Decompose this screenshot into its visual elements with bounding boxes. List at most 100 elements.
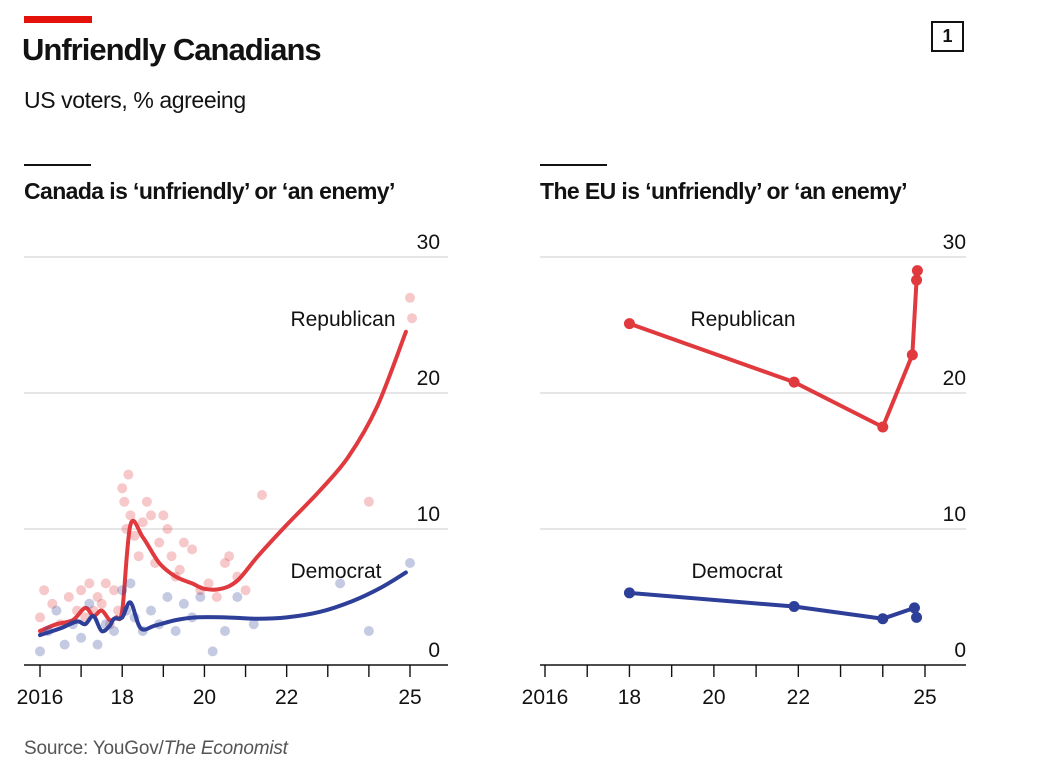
democrat-series-label: Democrat — [691, 560, 782, 583]
republican-poll-point — [224, 551, 235, 562]
chart-title: Unfriendly Canadians — [22, 32, 322, 67]
y-tick-label: 30 — [943, 231, 966, 254]
source-note: Source: YouGov/The Economist — [24, 738, 288, 760]
democrat-line — [629, 590, 919, 621]
y-tick-label: 0 — [428, 639, 440, 662]
republican-poll-point — [129, 530, 140, 541]
republican-poll-point — [141, 496, 152, 507]
republican-poll-point — [84, 578, 95, 589]
republican-poll-point — [187, 544, 198, 555]
x-tick-label: 18 — [618, 686, 641, 709]
republican-poll-point — [154, 537, 165, 548]
democrat-poll-point — [125, 578, 136, 589]
republican-poll-point — [162, 524, 173, 534]
democrat-poll-point — [117, 585, 128, 596]
republican-poll-point — [133, 551, 144, 562]
democrat-point — [788, 601, 800, 613]
democrat-poll-point — [59, 639, 70, 650]
democrat-poll-point — [195, 592, 206, 602]
republican-poll-point — [39, 585, 50, 596]
democrat-series-label: Democrat — [290, 560, 381, 583]
chart-number-badge: 1 — [931, 21, 964, 52]
democrat-poll-point — [232, 592, 243, 602]
republican-poll-point — [137, 517, 148, 528]
republican-poll-point — [174, 564, 185, 575]
republican-trend-line — [38, 329, 408, 633]
democrat-poll-point — [76, 632, 87, 643]
democrat-poll-point — [248, 619, 259, 630]
y-tick-label: 20 — [417, 367, 440, 390]
democrat-poll-point — [363, 626, 374, 636]
republican-poll-point — [166, 551, 177, 562]
brand-accent-bar — [24, 16, 92, 23]
republican-poll-point — [240, 585, 251, 596]
republican-point — [877, 421, 889, 433]
democrat-poll-point — [146, 605, 156, 616]
chart-panel-canada: 0 10 20 30 2016 18 20 22 25 Republican Democrat — [17, 231, 448, 709]
republican-poll-point — [47, 598, 58, 609]
democrat-poll-point — [335, 578, 346, 589]
panel-rule-eu — [540, 164, 607, 166]
republican-poll-point — [178, 537, 189, 548]
x-tick-label: 18 — [111, 686, 134, 709]
republican-poll-point — [158, 510, 169, 521]
republican-poll-point — [405, 292, 415, 303]
democrat-poll-point — [92, 639, 103, 650]
democrat-poll-point — [405, 558, 415, 568]
y-tick-label: 10 — [943, 503, 966, 526]
republican-poll-point — [146, 510, 156, 521]
republican-poll-point — [203, 578, 214, 589]
democrat-poll-point — [170, 626, 181, 636]
democrat-poll-point — [207, 646, 218, 657]
republican-poll-point — [117, 483, 128, 494]
chart-subtitle: US voters, % agreeing — [24, 87, 246, 113]
chart-panel-eu: 0 10 20 30 2016 18 20 22 25 Republican Democrat — [522, 231, 966, 709]
democrat-poll-point — [84, 598, 95, 609]
republican-poll-point — [257, 490, 267, 500]
republican-poll-point — [125, 510, 136, 521]
republican-series-label: Republican — [690, 308, 795, 331]
republican-poll-point — [109, 585, 119, 596]
republican-poll-point — [96, 598, 107, 609]
democrat-poll-point — [51, 605, 62, 616]
democrat-poll-point — [109, 626, 119, 636]
republican-poll-point — [92, 592, 103, 602]
x-tick-label: 20 — [702, 686, 725, 709]
y-tick-label: 10 — [417, 503, 440, 526]
x-tick-label: 2016 — [17, 686, 64, 709]
x-tick-label: 22 — [787, 686, 810, 709]
y-tick-label: 0 — [954, 639, 966, 662]
democrat-poll-point — [162, 592, 173, 602]
y-tick-label: 30 — [417, 231, 440, 254]
democrat-poll-point — [220, 626, 230, 636]
source-prefix: Source: YouGov/ — [24, 738, 164, 759]
x-tick-label: 20 — [193, 686, 216, 709]
democrat-point — [911, 611, 923, 623]
republican-line — [628, 270, 920, 429]
republican-poll-point — [35, 612, 45, 623]
democrat-poll-point — [178, 598, 189, 609]
x-tick-label: 25 — [913, 686, 936, 709]
panel-title-eu: The EU is ‘unfriendly’ or ‘an enemy’ — [540, 178, 908, 204]
republican-poll-point — [123, 469, 134, 480]
democrat-trend-line — [38, 570, 408, 638]
democrat-poll-point — [35, 646, 45, 657]
democrat-point — [877, 613, 889, 625]
x-tick-label: 25 — [398, 686, 421, 709]
republican-point — [788, 376, 800, 388]
republican-poll-point — [407, 313, 418, 324]
x-tick-label: 22 — [275, 686, 298, 709]
panel-rule-canada — [24, 164, 91, 166]
republican-poll-point — [220, 558, 230, 568]
republican-point — [911, 274, 923, 286]
republican-poll-point — [211, 592, 222, 602]
x-tick-label: 2016 — [522, 686, 569, 709]
republican-series-label: Republican — [290, 308, 395, 331]
republican-point — [911, 265, 923, 277]
republican-poll-point — [363, 496, 374, 507]
republican-point — [623, 318, 635, 330]
republican-point — [906, 349, 918, 361]
panel-title-canada: Canada is ‘unfriendly’ or ‘an enemy’ — [24, 178, 395, 204]
democrat-point — [623, 587, 635, 599]
